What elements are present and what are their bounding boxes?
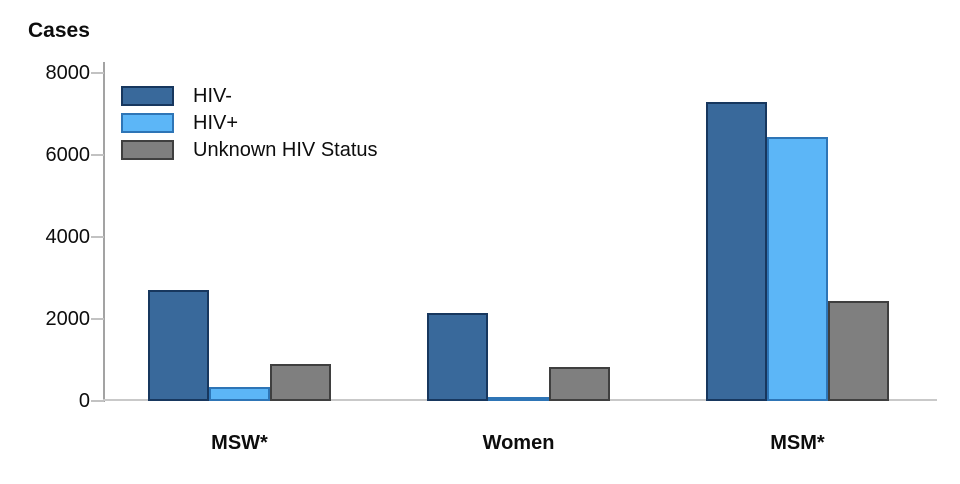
- legend-swatch-hiv-positive: [121, 113, 174, 133]
- y-tick-mark-4000: [91, 236, 104, 238]
- bar-women-hiv-: [427, 312, 488, 401]
- y-tick-label-8000: 8000: [45, 62, 91, 84]
- legend-label-hiv-negative: HIV-: [193, 84, 232, 107]
- y-tick-mark-8000: [91, 72, 104, 74]
- bar-msm-unknown-hiv-status: [828, 301, 889, 401]
- y-axis-line: [103, 62, 105, 402]
- x-axis-label-msm: MSM*: [770, 432, 825, 454]
- bar-msw-unknown-hiv-status: [270, 364, 331, 401]
- bar-women-unknown-hiv-status: [549, 366, 610, 401]
- bar-msm-hiv-: [767, 136, 828, 401]
- x-axis-label-msw: MSW*: [211, 432, 268, 454]
- legend-item-unknown-hiv-status: Unknown HIV Status: [121, 139, 378, 161]
- y-tick-mark-6000: [91, 154, 104, 156]
- y-tick-label-4000: 4000: [45, 226, 91, 248]
- legend: HIV- HIV+ Unknown HIV Status: [121, 85, 378, 166]
- y-tick-label-2000: 2000: [45, 308, 91, 330]
- x-axis-label-women: Women: [482, 432, 555, 454]
- y-tick-mark-2000: [91, 318, 104, 320]
- bar-msw-hiv-: [209, 386, 270, 401]
- legend-label-hiv-positive: HIV+: [193, 111, 239, 134]
- y-tick-label-6000: 6000: [45, 144, 91, 166]
- y-axis-title: Cases: [28, 19, 90, 42]
- y-tick-label-0: 0: [78, 390, 90, 412]
- legend-item-hiv-positive: HIV+: [121, 112, 378, 134]
- y-tick-mark-0: [91, 400, 104, 402]
- legend-item-hiv-negative: HIV-: [121, 85, 378, 107]
- bar-msm-hiv-: [706, 101, 767, 401]
- legend-swatch-hiv-negative: [121, 86, 174, 106]
- bar-msw-hiv-: [148, 290, 209, 401]
- legend-swatch-unknown-hiv-status: [121, 140, 174, 160]
- legend-label-unknown-hiv-status: Unknown HIV Status: [193, 138, 378, 161]
- bar-women-hiv-: [488, 396, 549, 401]
